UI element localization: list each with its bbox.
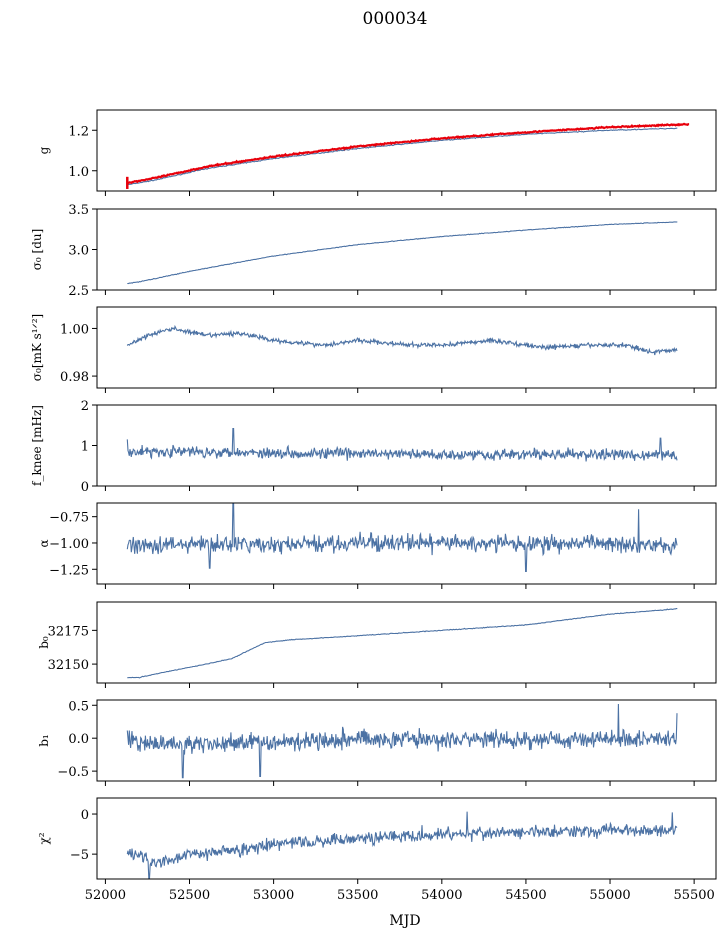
axes-frame-sigma0_mk xyxy=(96,306,717,389)
x-tick-label: 53500 xyxy=(337,888,378,903)
series-line-b0 xyxy=(127,608,678,679)
panel-fknee: 0 1 2 f_knee [mHz] xyxy=(30,399,717,495)
y-tick-label-sigma0_du: 3.5 xyxy=(68,203,89,218)
x-tick-label: 54000 xyxy=(421,888,462,903)
y-axis-label-sigma0_du: σ₀ [du] xyxy=(30,229,44,271)
axes-frame-g xyxy=(96,109,717,192)
y-axis-label-chi2: χ² xyxy=(37,832,51,844)
series-line-b1 xyxy=(126,703,678,779)
y-axis-label-b1: b₁ xyxy=(37,734,51,747)
x-tick-label: 52500 xyxy=(169,888,210,903)
y-tick-label-alpha: −0.75 xyxy=(49,511,89,526)
y-tick-label-b0: 32175 xyxy=(48,624,89,639)
x-tick-label: 55500 xyxy=(673,888,714,903)
axes-frame-b1 xyxy=(96,699,717,782)
panel-chi2: −5 0 52000 52500 53000 53500 54000 54500 55000 55… xyxy=(37,797,717,903)
y-tick-label-b1: 0.0 xyxy=(68,732,89,747)
y-tick-label-g: 1.0 xyxy=(68,165,89,180)
y-tick-label-fknee: 0 xyxy=(81,480,89,495)
series-line-g xyxy=(127,127,678,186)
y-tick-label-chi2: 0 xyxy=(81,808,89,823)
panel-alpha: −1.25 −1.00 −0.75 α xyxy=(37,502,717,589)
panel-sigma0_du: 2.5 3.0 3.5 σ₀ [du] xyxy=(30,203,717,299)
axes-frame-alpha xyxy=(96,502,717,585)
y-tick-label-b1: 0.5 xyxy=(68,699,89,714)
y-tick-label-sigma0_du: 3.0 xyxy=(68,244,89,259)
panel-b1: −0.5 0.0 0.5 b₁ xyxy=(37,699,717,786)
y-tick-label-sigma0_du: 2.5 xyxy=(68,284,89,299)
series-line-chi2 xyxy=(126,811,678,879)
axes-frame-sigma0_du xyxy=(96,208,717,291)
y-tick-label-fknee: 2 xyxy=(81,399,89,414)
panels: 1.0 1.2 g 2.5 3.0 3.5 σ₀ [du] 0.98 1.00 σ₀[mK s¹ᐟ… xyxy=(30,109,717,903)
y-tick-label-sigma0_mk: 1.00 xyxy=(60,322,89,337)
y-axis-label-fknee: f_knee [mHz] xyxy=(30,405,44,486)
y-tick-label-chi2: −5 xyxy=(70,848,89,863)
y-axis-label-sigma0_mk: σ₀[mK s¹ᐟ²] xyxy=(30,314,44,381)
y-tick-label-b1: −0.5 xyxy=(57,765,89,780)
y-tick-label-g: 1.2 xyxy=(68,124,89,139)
y-tick-label-alpha: −1.00 xyxy=(49,537,89,552)
y-tick-label-alpha: −1.25 xyxy=(49,563,89,578)
y-axis-label-g: g xyxy=(37,146,51,154)
y-tick-label-fknee: 1 xyxy=(81,440,89,455)
panel-g: 1.0 1.2 g xyxy=(37,109,717,196)
x-tick-label: 54500 xyxy=(505,888,546,903)
y-tick-label-b0: 32150 xyxy=(48,658,89,673)
figure-title: 000034 xyxy=(363,9,428,29)
y-axis-label-b0: b₀ xyxy=(37,636,51,649)
series-line-sigma0_mk xyxy=(126,324,678,356)
y-axis-label-alpha: α xyxy=(37,539,51,547)
panel-sigma0_mk: 0.98 1.00 σ₀[mK s¹ᐟ²] xyxy=(30,306,717,393)
x-axis-label: MJD xyxy=(389,913,420,929)
axes-frame-b0 xyxy=(96,601,717,684)
series-line-sigma0_du xyxy=(127,221,678,285)
x-tick-label: 52000 xyxy=(85,888,126,903)
series-line-alpha xyxy=(126,503,678,572)
axes-frame-fknee xyxy=(96,404,717,487)
x-tick-label: 55000 xyxy=(589,888,630,903)
fit-line-g xyxy=(126,122,690,185)
y-tick-label-sigma0_mk: 0.98 xyxy=(60,370,89,385)
axes-frame-chi2 xyxy=(96,797,717,880)
series-line-fknee xyxy=(126,427,678,462)
x-tick-label: 53000 xyxy=(253,888,294,903)
